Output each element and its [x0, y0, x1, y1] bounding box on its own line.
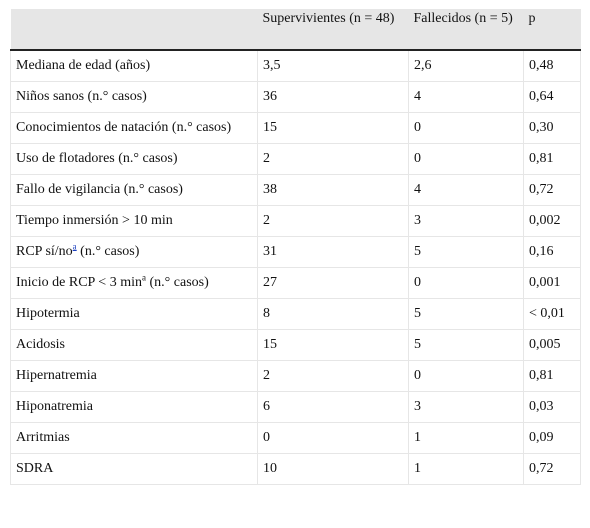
header-survivors: Supervivientes (n = 48) [262, 11, 395, 26]
row-label: Arritmias [10, 422, 258, 454]
deceased-value: 1 [408, 422, 524, 454]
survivors-value: 15 [257, 112, 409, 144]
deceased-value: 2,6 [408, 50, 524, 82]
p-value: 0,64 [523, 81, 581, 113]
row-label: Mediana de edad (años) [10, 50, 258, 82]
survivors-value: 31 [257, 236, 409, 268]
p-value: < 0,01 [523, 298, 581, 330]
table-row: Acidosis 15 5 0,005 [10, 329, 581, 361]
p-value: 0,30 [523, 112, 581, 144]
p-value: 0,002 [523, 205, 581, 237]
p-value: 0,72 [523, 174, 581, 206]
footnote-marker: a [142, 272, 146, 283]
table-row: Hipernatremia 2 0 0,81 [10, 360, 581, 392]
row-label-text: Inicio de RCP < 3 min [16, 275, 142, 290]
row-label: Hipotermia [10, 298, 258, 330]
table-row: RCP sí/noa (n.° casos) 31 5 0,16 [10, 236, 581, 268]
p-value: 0,72 [523, 453, 581, 485]
row-label: Acidosis [10, 329, 258, 361]
row-label-suffix: (n.° casos) [76, 244, 140, 259]
p-value: 0,09 [523, 422, 581, 454]
comparison-table: Supervivientes (n = 48) Fallecidos (n = … [10, 9, 581, 485]
deceased-value: 4 [408, 81, 524, 113]
survivors-value: 2 [257, 360, 409, 392]
header-variable [11, 9, 258, 50]
survivors-value: 8 [257, 298, 409, 330]
table-header-row: Supervivientes (n = 48) Fallecidos (n = … [10, 9, 581, 50]
survivors-value: 3,5 [257, 50, 409, 82]
p-value: 0,03 [523, 391, 581, 423]
deceased-value: 0 [408, 112, 524, 144]
p-value: 0,16 [523, 236, 581, 268]
row-label: Inicio de RCP < 3 mina (n.° casos) [10, 267, 258, 299]
table-row: Fallo de vigilancia (n.° casos) 38 4 0,7… [10, 174, 581, 206]
deceased-value: 5 [408, 298, 524, 330]
row-label: Fallo de vigilancia (n.° casos) [10, 174, 258, 206]
table-row: SDRA 10 1 0,72 [10, 453, 581, 485]
header-deceased: Fallecidos (n = 5) [413, 11, 513, 26]
survivors-value: 2 [257, 143, 409, 175]
p-value: 0,81 [523, 360, 581, 392]
table-row: Arritmias 0 1 0,09 [10, 422, 581, 454]
table-row: Conocimientos de natación (n.° casos) 15… [10, 112, 581, 144]
deceased-value: 0 [408, 143, 524, 175]
table-row: Hipotermia 8 5 < 0,01 [10, 298, 581, 330]
row-label: Conocimientos de natación (n.° casos) [10, 112, 258, 144]
survivors-value: 38 [257, 174, 409, 206]
p-value: 0,81 [523, 143, 581, 175]
survivors-value: 15 [257, 329, 409, 361]
data-table-container: Supervivientes (n = 48) Fallecidos (n = … [10, 9, 581, 485]
deceased-value: 4 [408, 174, 524, 206]
deceased-value: 5 [408, 329, 524, 361]
table-row: Mediana de edad (años) 3,5 2,6 0,48 [10, 50, 581, 82]
row-label-text: RCP sí/no [16, 244, 73, 259]
survivors-value: 10 [257, 453, 409, 485]
deceased-value: 1 [408, 453, 524, 485]
row-label: Niños sanos (n.° casos) [10, 81, 258, 113]
table-row: Uso de flotadores (n.° casos) 2 0 0,81 [10, 143, 581, 175]
row-label: Uso de flotadores (n.° casos) [10, 143, 258, 175]
survivors-value: 0 [257, 422, 409, 454]
survivors-value: 27 [257, 267, 409, 299]
p-value: 0,001 [523, 267, 581, 299]
deceased-value: 3 [408, 205, 524, 237]
deceased-value: 0 [408, 267, 524, 299]
p-value: 0,005 [523, 329, 581, 361]
table-row: Hiponatremia 6 3 0,03 [10, 391, 581, 423]
deceased-value: 0 [408, 360, 524, 392]
p-value: 0,48 [523, 50, 581, 82]
row-label: Hiponatremia [10, 391, 258, 423]
header-p-value: p [528, 11, 536, 26]
row-label: Hipernatremia [10, 360, 258, 392]
table-row: Tiempo inmersión > 10 min 2 3 0,002 [10, 205, 581, 237]
deceased-value: 3 [408, 391, 524, 423]
row-label: RCP sí/noa (n.° casos) [10, 236, 258, 268]
survivors-value: 36 [257, 81, 409, 113]
survivors-value: 6 [257, 391, 409, 423]
table-row: Niños sanos (n.° casos) 36 4 0,64 [10, 81, 581, 113]
row-label: SDRA [10, 453, 258, 485]
table-row: Inicio de RCP < 3 mina (n.° casos) 27 0 … [10, 267, 581, 299]
row-label-suffix: (n.° casos) [146, 275, 209, 290]
survivors-value: 2 [257, 205, 409, 237]
row-label: Tiempo inmersión > 10 min [10, 205, 258, 237]
deceased-value: 5 [408, 236, 524, 268]
footnote-link-a[interactable]: a [72, 241, 77, 252]
